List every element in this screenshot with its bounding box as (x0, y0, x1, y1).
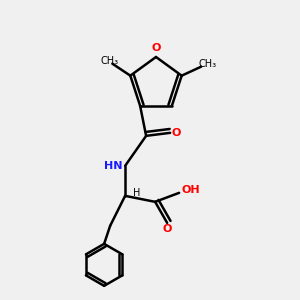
Text: CH₃: CH₃ (100, 56, 118, 66)
Text: O: O (162, 224, 172, 234)
Text: CH₃: CH₃ (198, 59, 216, 69)
Text: O: O (171, 128, 181, 138)
Text: O: O (151, 43, 161, 53)
Text: HN: HN (104, 161, 122, 171)
Text: H: H (134, 188, 141, 198)
Text: OH: OH (182, 185, 200, 195)
